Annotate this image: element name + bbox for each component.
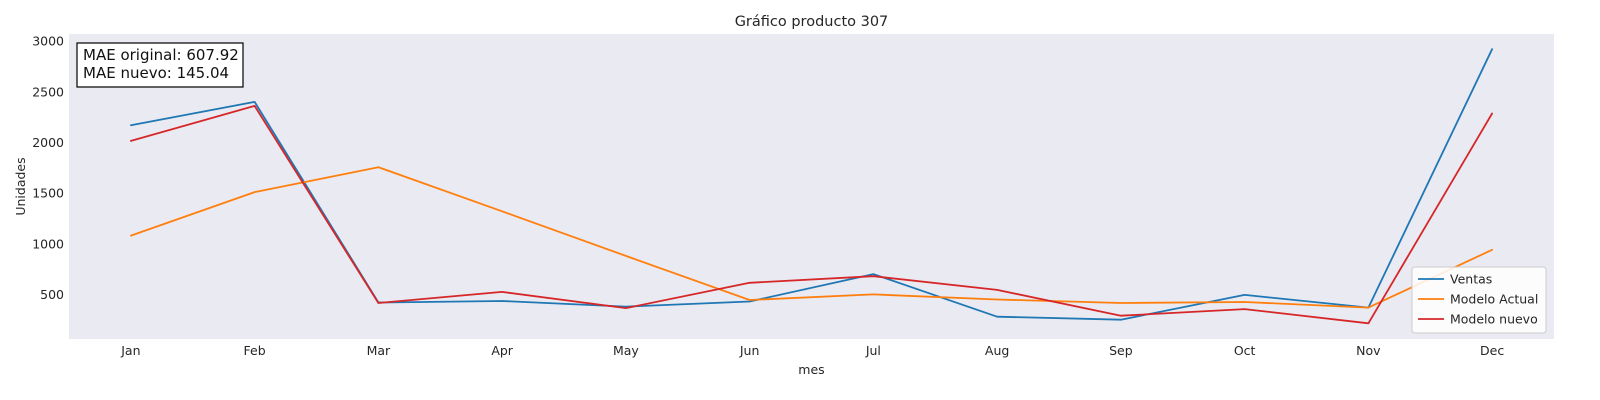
y-tick-label: 3000 [32,34,64,49]
y-tick-label: 500 [40,287,64,302]
legend-label: Modelo nuevo [1450,312,1538,327]
y-axis-ticks: 500 1000 1500 2000 2500 3000 [32,34,64,302]
y-tick-label: 1000 [32,236,64,251]
legend-label: Ventas [1450,272,1492,287]
x-tick-label: Jan [120,343,140,358]
x-tick-label: Apr [491,343,513,358]
x-axis-label: mes [798,362,824,377]
y-tick-label: 2000 [32,135,64,150]
annotation-frame [76,42,244,88]
x-tick-label: Aug [985,343,1009,358]
x-tick-label: Nov [1356,343,1381,358]
y-tick-label: 1500 [32,186,64,201]
mae-nuevo-text: MAE nuevo: 145.04 [83,64,229,82]
mae-original-text: MAE original: 607.92 [83,46,239,64]
legend-label: Modelo Actual [1450,292,1538,307]
legend: Ventas Modelo Actual Modelo nuevo [1411,266,1547,334]
y-tick-label: 2500 [32,84,64,99]
x-tick-label: Jun [739,343,760,358]
x-tick-label: Jul [865,343,881,358]
x-tick-label: Sep [1109,343,1133,358]
x-tick-label: May [613,343,639,358]
y-axis-label: Unidades [13,157,28,215]
legend-frame [1411,266,1547,334]
series-line-modelo-nuevo [129,105,1493,325]
mae-annotation-box: MAE original: 607.92 MAE nuevo: 145.04 [76,42,244,88]
x-tick-label: Mar [367,343,391,358]
plot-area [69,34,1554,339]
series-layer [129,48,1493,325]
chart-title: Gráfico producto 307 [735,14,889,30]
x-tick-label: Dec [1480,343,1504,358]
x-axis-ticks: Jan Feb Mar Apr May Jun Jul Aug Sep Oct Nov Dec [120,343,1504,358]
series-line-modelo-actual [129,166,1493,309]
x-tick-label: Oct [1234,343,1256,358]
x-tick-label: Feb [244,343,266,358]
